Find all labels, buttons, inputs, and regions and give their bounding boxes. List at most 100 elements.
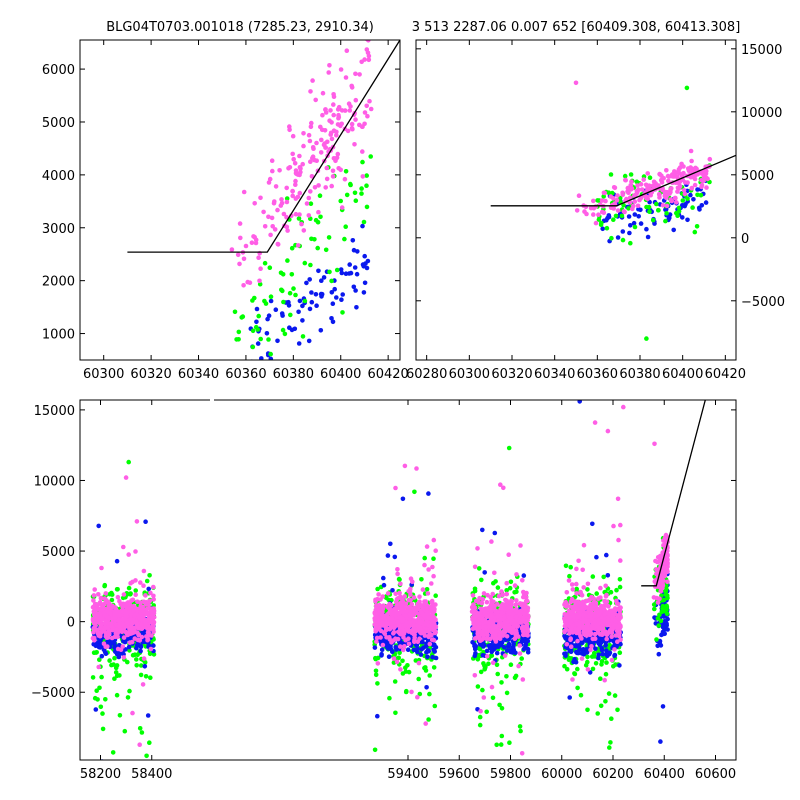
data-point-magenta	[490, 591, 496, 597]
data-point-magenta	[138, 580, 143, 585]
data-point-green	[595, 198, 600, 203]
data-point-magenta	[331, 92, 336, 97]
data-point-magenta	[630, 206, 635, 212]
data-point-magenta	[267, 176, 273, 182]
data-point-magenta	[517, 651, 523, 656]
data-point-magenta	[618, 558, 623, 563]
data-point-magenta	[364, 47, 370, 52]
data-point-magenta	[470, 593, 476, 598]
data-point-magenta	[576, 193, 582, 198]
x-tick-label: 60320	[130, 367, 171, 382]
data-point-magenta	[514, 614, 519, 620]
data-point-magenta	[514, 598, 519, 603]
data-point-green	[315, 245, 321, 251]
y-tick-label: 5000	[741, 169, 774, 184]
data-point-blue	[266, 313, 272, 319]
data-point-green	[236, 329, 242, 335]
data-point-magenta	[138, 600, 143, 605]
data-point-blue	[354, 305, 359, 310]
data-point-green	[353, 198, 359, 203]
data-point-blue	[309, 299, 315, 305]
data-point-green	[419, 577, 424, 582]
data-point-magenta	[368, 106, 374, 112]
data-point-green	[513, 673, 519, 679]
data-point-blue	[501, 645, 507, 650]
data-point-green	[481, 661, 486, 666]
data-point-magenta	[121, 610, 126, 615]
data-point-magenta	[394, 596, 400, 602]
data-point-blue	[513, 650, 518, 655]
data-point-magenta	[91, 593, 97, 598]
data-point-green	[352, 190, 358, 196]
data-point-magenta	[284, 185, 290, 191]
data-point-green	[622, 173, 628, 179]
data-point-magenta	[268, 232, 273, 238]
data-point-magenta	[151, 584, 156, 590]
data-point-green	[250, 344, 256, 350]
data-point-green	[334, 267, 340, 273]
data-point-magenta	[378, 635, 383, 640]
data-point-magenta	[127, 640, 133, 645]
data-point-green	[610, 190, 615, 196]
data-point-blue	[123, 647, 128, 652]
data-point-magenta	[118, 627, 123, 633]
y-tick-label: −5000	[741, 295, 785, 310]
data-point-magenta	[142, 619, 148, 624]
data-point-magenta	[395, 571, 400, 577]
data-point-magenta	[475, 631, 481, 636]
data-point-magenta	[525, 598, 530, 604]
data-point-green	[517, 724, 523, 729]
data-point-magenta	[258, 195, 263, 201]
data-point-magenta	[430, 611, 435, 617]
data-point-green	[477, 722, 483, 728]
data-point-green	[109, 662, 114, 668]
data-point-magenta	[297, 190, 303, 196]
data-point-green	[504, 674, 509, 679]
data-point-magenta	[98, 595, 104, 601]
data-point-magenta	[383, 627, 389, 633]
data-point-magenta	[598, 595, 603, 600]
data-point-magenta	[291, 156, 297, 162]
data-point-magenta	[353, 97, 359, 103]
data-point-green	[128, 591, 133, 596]
data-point-magenta	[618, 624, 623, 630]
data-point-magenta	[91, 635, 97, 641]
data-point-blue	[433, 645, 439, 650]
data-point-green	[108, 782, 113, 787]
data-point-magenta	[514, 602, 519, 607]
data-point-green	[93, 650, 99, 655]
data-point-blue	[296, 341, 302, 346]
data-point-magenta	[570, 677, 575, 682]
data-point-green	[255, 327, 261, 332]
data-point-green	[596, 217, 602, 222]
data-point-magenta	[429, 581, 434, 586]
data-point-blue	[663, 207, 668, 212]
data-point-magenta	[238, 235, 243, 241]
data-point-blue	[581, 652, 587, 657]
data-point-magenta	[516, 663, 521, 669]
data-point-magenta	[509, 600, 514, 605]
data-point-magenta	[433, 548, 439, 553]
data-point-magenta	[94, 605, 100, 610]
data-point-blue	[332, 286, 338, 292]
data-point-magenta	[324, 165, 330, 171]
data-point-blue	[264, 331, 270, 336]
data-point-blue	[280, 313, 285, 318]
data-point-green	[375, 681, 380, 686]
data-point-magenta	[620, 190, 625, 196]
data-point-magenta	[96, 664, 101, 670]
data-point-magenta	[116, 609, 121, 615]
data-point-green	[615, 707, 620, 713]
data-point-magenta	[277, 168, 282, 173]
data-point-magenta	[301, 143, 306, 149]
data-point-magenta	[139, 605, 144, 610]
data-point-blue	[334, 295, 339, 300]
data-point-green	[403, 669, 409, 674]
data-point-blue	[360, 223, 365, 229]
data-point-magenta	[339, 205, 345, 210]
data-point-green	[372, 747, 378, 753]
data-point-magenta	[502, 630, 507, 636]
data-point-magenta	[505, 605, 510, 610]
data-point-magenta	[586, 607, 592, 612]
data-point-blue	[390, 588, 395, 593]
